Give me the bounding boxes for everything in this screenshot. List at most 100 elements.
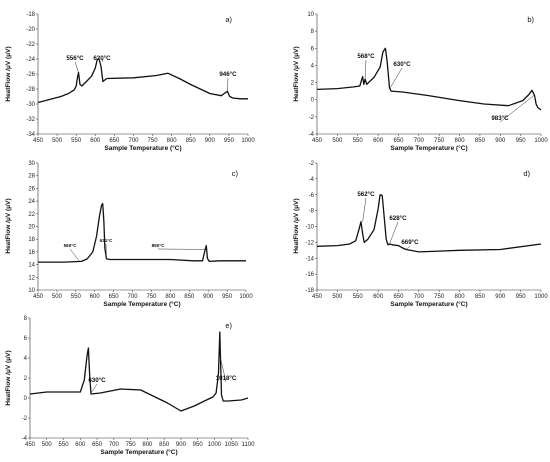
y-tick-label: -2 xyxy=(309,161,315,167)
heatflow-curve xyxy=(316,47,542,111)
x-tick-label: 950 xyxy=(516,294,527,300)
annotation-leader xyxy=(227,77,229,92)
peak-annotation: 628°C xyxy=(389,215,407,222)
panel-label: d) xyxy=(523,169,530,178)
peak-annotation: 630°C xyxy=(393,61,411,68)
annotation-leader xyxy=(362,197,367,222)
y-tick-label: -4 xyxy=(309,132,315,138)
x-tick-label: 600 xyxy=(373,138,384,144)
x-tick-label: 1000 xyxy=(239,294,253,300)
x-tick-label: 700 xyxy=(414,294,425,300)
peak-annotation: 568°C xyxy=(357,53,375,60)
chart-panel-3: 10 12 14 16 18 20 22 24 26 28 30 450 500 550 600 650 700… xyxy=(5,161,253,308)
x-tick-label: 800 xyxy=(167,138,178,144)
annotation-leader xyxy=(74,61,79,73)
annotation-leader xyxy=(101,58,104,63)
x-tick-label: 650 xyxy=(92,442,103,448)
x-tick-label: 850 xyxy=(475,138,486,144)
x-tick-label: 450 xyxy=(312,138,323,144)
peak-annotation: 562°C xyxy=(357,191,375,198)
y-tick-label: 12 xyxy=(28,275,35,281)
y-tick-label: 0 xyxy=(24,396,28,402)
peak-annotation: 630°C xyxy=(88,377,106,384)
x-tick-label: 1100 xyxy=(242,442,256,448)
x-tick-label: 600 xyxy=(90,138,101,144)
heatflow-curve xyxy=(29,331,249,412)
x-tick-label: 450 xyxy=(33,294,44,300)
panel-label: b) xyxy=(527,15,534,24)
peak-annotation: 620°C xyxy=(93,55,111,62)
y-tick-label: -20 xyxy=(26,27,35,33)
x-tick-label: 1050 xyxy=(225,442,239,448)
x-axis-title: Sample Temperature (°C) xyxy=(390,144,467,152)
heatflow-curve xyxy=(38,202,246,263)
chart-panel-5: -4 -2 0 2 4 6 8 450 500 550 600 650 700 750 800 850 900 9… xyxy=(5,316,255,456)
annotation-leader xyxy=(69,248,80,262)
x-tick-label: 500 xyxy=(42,442,53,448)
y-tick-label: -34 xyxy=(26,132,35,138)
x-tick-label: 900 xyxy=(495,294,506,300)
x-tick-label: 500 xyxy=(52,138,63,144)
x-tick-label: 900 xyxy=(495,138,506,144)
y-tick-label: -12 xyxy=(305,240,314,246)
peak-annotation: 669°C xyxy=(401,239,419,246)
y-tick-label: -22 xyxy=(26,42,35,48)
x-tick-label: 750 xyxy=(148,138,159,144)
x-tick-label: 700 xyxy=(414,138,425,144)
y-tick-label: 18 xyxy=(28,237,35,243)
x-tick-label: 800 xyxy=(455,294,466,300)
x-tick-label: 500 xyxy=(332,294,343,300)
x-tick-label: 800 xyxy=(165,294,176,300)
annotation-leader xyxy=(220,357,227,383)
y-tick-label: 16 xyxy=(28,250,35,256)
x-tick-label: 1000 xyxy=(534,138,548,144)
y-tick-label: -24 xyxy=(26,57,35,63)
peak-annotation: 560°C xyxy=(64,243,78,248)
y-tick-label: -2 xyxy=(309,115,315,121)
peak-annotation: 631°C xyxy=(100,238,114,243)
x-tick-label: 850 xyxy=(186,138,197,144)
y-tick-label: 4 xyxy=(24,356,28,362)
y-axis-title: HeatFlow /μV (μV) xyxy=(5,46,12,101)
x-tick-label: 750 xyxy=(126,442,137,448)
x-tick-label: 700 xyxy=(109,442,120,448)
annotation-leader xyxy=(90,383,98,395)
y-tick-label: -6 xyxy=(309,193,315,199)
x-tick-label: 1000 xyxy=(208,442,222,448)
y-tick-label: 26 xyxy=(28,186,35,192)
y-axis-title: HeatFlow /μV (μV) xyxy=(293,198,300,253)
x-tick-label: 550 xyxy=(71,138,82,144)
annotation-leader xyxy=(499,95,535,123)
y-tick-label: 6 xyxy=(311,46,315,52)
y-tick-label: -18 xyxy=(305,288,314,294)
y-tick-label: 10 xyxy=(307,12,314,18)
annotation-leader xyxy=(406,245,411,250)
x-tick-label: 500 xyxy=(52,294,63,300)
y-axis-title: HeatFlow /μV (μV) xyxy=(293,46,300,101)
peak-annotation: 983°C xyxy=(491,115,509,122)
y-axis-title: HeatFlow /μV (μV) xyxy=(5,350,12,405)
x-tick-label: 800 xyxy=(455,138,466,144)
x-axis-title: Sample Temperature (°C) xyxy=(104,144,181,152)
x-tick-label: 550 xyxy=(353,138,364,144)
y-tick-label: -10 xyxy=(305,225,314,231)
y-axis-title: HeatFlow /μV (μV) xyxy=(5,198,12,253)
x-axis-title: Sample Temperature (°C) xyxy=(390,300,467,308)
x-tick-label: 450 xyxy=(312,294,323,300)
x-tick-label: 900 xyxy=(205,138,216,144)
x-tick-label: 700 xyxy=(128,294,139,300)
annotation-leader xyxy=(389,221,399,245)
x-tick-label: 450 xyxy=(25,442,36,448)
x-tick-label: 450 xyxy=(33,138,44,144)
y-tick-label: 24 xyxy=(28,199,35,205)
y-tick-label: 10 xyxy=(28,288,35,294)
chart-panel-4: -18 -16 -14 -12 -10 -8 -6 -4 -2 450 500 550 600 650 70… xyxy=(293,161,548,308)
y-tick-label: 8 xyxy=(311,29,315,35)
y-tick-label: 30 xyxy=(28,161,35,167)
x-tick-label: 600 xyxy=(90,294,101,300)
y-tick-label: -14 xyxy=(305,256,314,262)
y-tick-label: 2 xyxy=(311,81,315,87)
x-tick-label: 500 xyxy=(332,138,343,144)
peak-annotation: 1018°C xyxy=(216,375,237,382)
